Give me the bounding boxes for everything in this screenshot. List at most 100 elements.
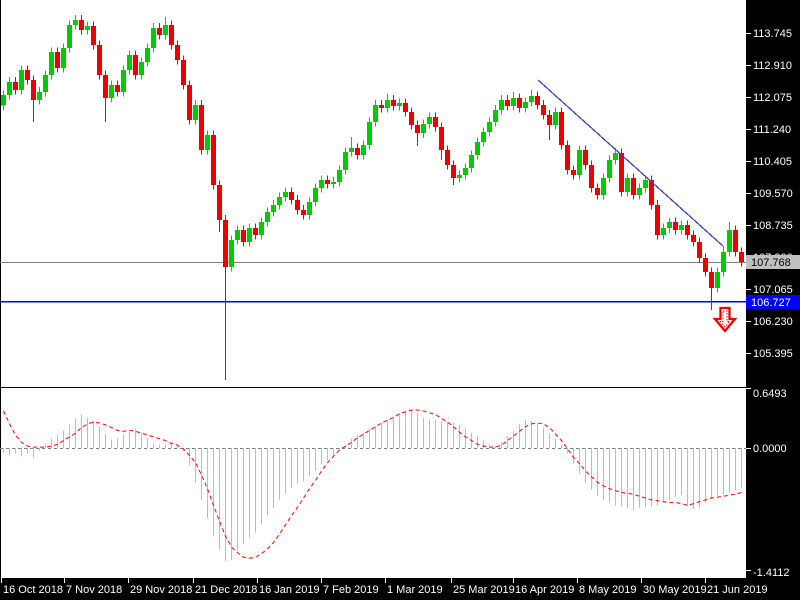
candle <box>397 98 402 111</box>
candle <box>67 20 72 53</box>
candle <box>565 140 570 175</box>
candle <box>643 175 648 193</box>
candle-body <box>439 127 444 150</box>
candle-body <box>643 179 648 188</box>
candle <box>217 180 222 232</box>
candle-body <box>223 220 228 267</box>
candle-body <box>91 25 96 46</box>
candle-body <box>343 151 348 170</box>
current-price-tag: 107.768 <box>746 255 800 269</box>
candle-body <box>55 51 60 68</box>
candle <box>103 70 108 123</box>
candle-body <box>523 102 528 108</box>
candle <box>205 130 210 155</box>
candle <box>193 100 198 125</box>
candle <box>169 20 174 50</box>
candle <box>409 107 414 130</box>
candle <box>253 223 258 240</box>
candle-body <box>19 70 24 90</box>
down-arrow-icon[interactable] <box>712 306 738 333</box>
candle <box>505 95 510 111</box>
candle-body <box>313 187 318 203</box>
macd-signal-line <box>3 409 742 559</box>
candle-body <box>535 96 540 105</box>
candle-body <box>379 104 384 108</box>
macd-tick-label: 0.0000 <box>753 443 787 455</box>
candle <box>427 112 432 129</box>
candle-body <box>265 212 270 222</box>
candle <box>133 50 138 80</box>
candle-body <box>655 204 660 236</box>
candle-body <box>673 222 678 231</box>
candle <box>73 15 78 30</box>
candle-body <box>151 27 156 49</box>
candle <box>403 98 408 117</box>
date-tick-label: 21 Jun 2019 <box>707 584 768 596</box>
candle <box>595 183 600 200</box>
candle <box>277 192 282 210</box>
candle-body <box>667 222 672 229</box>
candle-body <box>529 96 534 103</box>
candle-body <box>241 230 246 242</box>
candle <box>223 215 228 380</box>
date-axis-panel[interactable] <box>0 578 800 600</box>
candle <box>421 119 426 138</box>
candle-body <box>259 222 264 236</box>
candle <box>517 93 522 113</box>
candle <box>523 97 528 113</box>
candle <box>739 247 744 267</box>
candle-body <box>337 169 342 182</box>
candle <box>385 93 390 113</box>
candle-body <box>457 174 462 178</box>
candle <box>19 65 24 95</box>
candle <box>541 100 546 120</box>
candle-body <box>475 142 480 155</box>
candle-body <box>331 181 336 185</box>
candle-body <box>451 165 456 178</box>
date-tick-label: 21 Dec 2018 <box>195 584 257 596</box>
candle <box>709 267 714 311</box>
candle <box>127 50 132 75</box>
candle-body <box>49 51 54 75</box>
candle <box>79 15 84 35</box>
candle-body <box>433 117 438 127</box>
candle-body <box>727 230 732 252</box>
candle-body <box>73 19 78 26</box>
candle-body <box>289 192 294 200</box>
candle-body <box>295 199 300 210</box>
candle <box>583 145 588 170</box>
candle <box>499 95 504 115</box>
candle-body <box>487 122 492 132</box>
candle <box>631 173 636 200</box>
candle-body <box>145 48 150 62</box>
support-level-tag-label: 106.727 <box>751 297 791 309</box>
candle-body <box>283 192 288 198</box>
candle <box>265 207 270 227</box>
candle <box>97 40 102 80</box>
candle-body <box>13 81 18 90</box>
candle <box>607 155 612 183</box>
candle-body <box>397 102 402 106</box>
candle-body <box>85 25 90 31</box>
candle-body <box>373 104 378 123</box>
candle-body <box>325 179 330 185</box>
candle-body <box>277 197 282 205</box>
candle-body <box>361 145 366 155</box>
trend-line[interactable] <box>537 79 724 247</box>
date-tick-label: 1 Mar 2019 <box>387 584 443 596</box>
candle-body <box>193 104 198 121</box>
candle-body <box>43 74 48 92</box>
candle <box>43 70 48 97</box>
candle-body <box>109 84 114 98</box>
candle <box>247 223 252 247</box>
candle <box>559 107 564 150</box>
candle-body <box>139 61 144 75</box>
candle <box>55 47 60 73</box>
candle <box>619 148 624 197</box>
candle-body <box>481 132 486 142</box>
candle-body <box>697 242 702 259</box>
candle <box>343 147 348 175</box>
candle-body <box>739 251 744 262</box>
candle <box>187 80 192 125</box>
